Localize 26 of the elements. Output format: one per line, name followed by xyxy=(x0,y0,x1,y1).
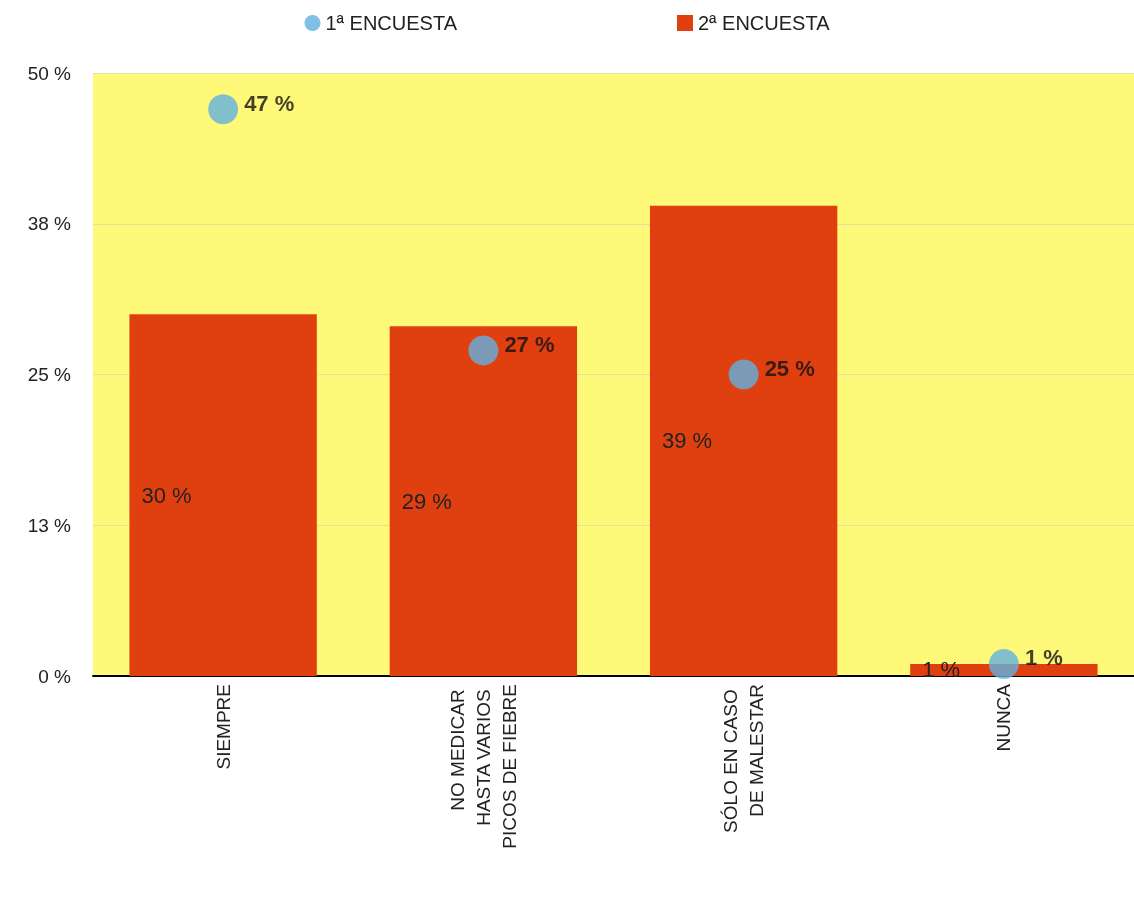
point xyxy=(208,94,239,125)
point xyxy=(988,648,1019,679)
x-tick-label: SIEMPRE xyxy=(212,684,234,770)
legend-label: 2ª ENCUESTA xyxy=(698,12,831,34)
point xyxy=(468,335,499,366)
point xyxy=(728,359,759,390)
data-label: 27 % xyxy=(504,331,555,357)
bar xyxy=(389,326,578,676)
y-tick-label: 25 % xyxy=(27,364,72,385)
data-label: 1 % xyxy=(922,657,961,683)
bar xyxy=(129,314,317,676)
data-label: 25 % xyxy=(764,356,815,381)
data-label: 29 % xyxy=(401,488,452,514)
y-tick-label: 38 % xyxy=(27,213,72,235)
y-tick-label: 0 % xyxy=(38,665,72,687)
x-tick-label: NO MEDICAR HASTA VARIOS PICOS DE FIEBRE xyxy=(446,684,520,849)
data-label: 30 % xyxy=(141,482,192,508)
data-label: 47 % xyxy=(244,90,295,116)
x-tick-label: NUNCA xyxy=(993,683,1015,752)
y-tick-label: 13 % xyxy=(27,514,72,536)
data-label: 39 % xyxy=(661,428,713,454)
bar xyxy=(649,205,838,676)
data-label: 1 % xyxy=(1024,645,1063,671)
legend-label: 1ª ENCUESTA xyxy=(325,12,458,34)
y-tick-label: 50 % xyxy=(27,62,72,84)
x-tick-label: SÓLO EN CASO DE MALESTAR xyxy=(720,684,768,833)
